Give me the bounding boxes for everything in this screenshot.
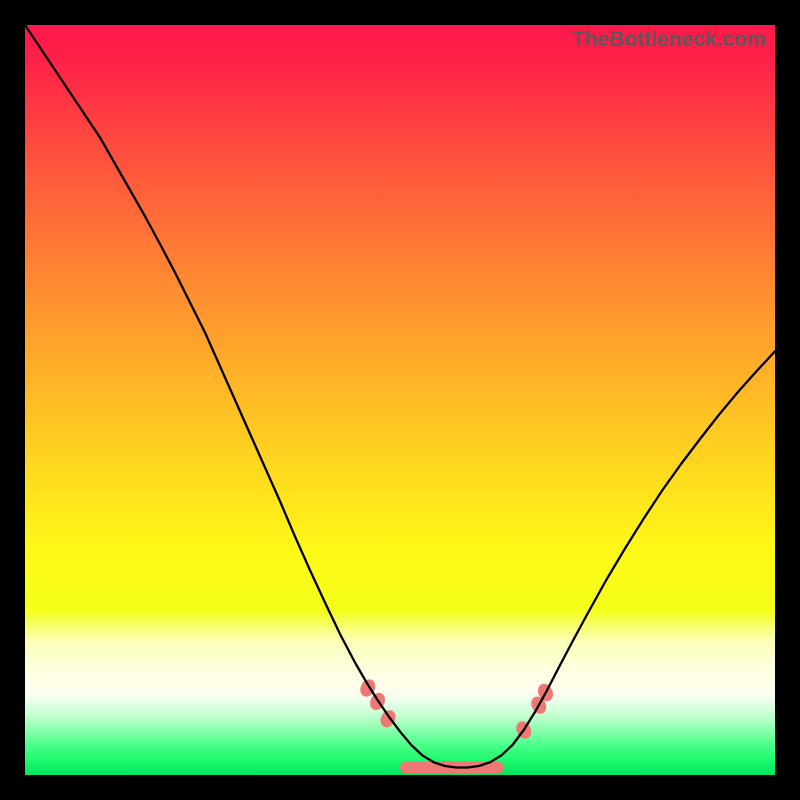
plot-area: TheBottleneck.com [25,25,775,775]
outer-frame: TheBottleneck.com [0,0,800,800]
chart-overlay [25,25,775,775]
bottleneck-curve [25,25,775,768]
